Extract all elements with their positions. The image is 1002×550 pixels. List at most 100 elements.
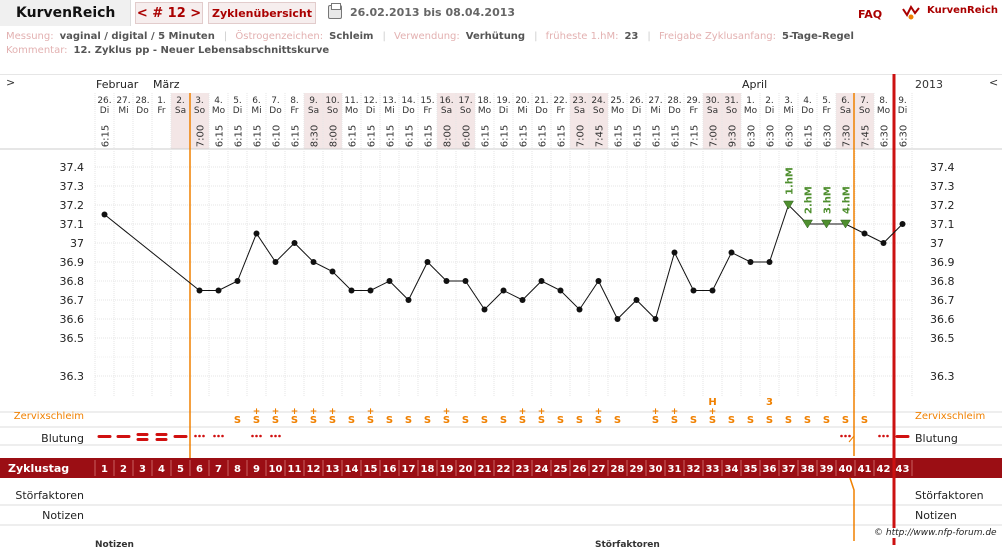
weekday: Mi [517,106,527,116]
weekday: Di [233,106,242,116]
weekday: Di [100,106,109,116]
cervix-mucus-mark: S [386,415,393,426]
y-tick-right: 37.2 [930,199,955,212]
temperature-point [253,230,260,237]
cycle-overview-tab[interactable]: Zyklenübersicht [208,2,316,24]
day-number: 27. [648,96,662,106]
spotting-mark [213,434,216,438]
cervix-plus-mark: + [310,407,318,417]
y-tick-right: 36.6 [930,313,955,326]
temperature-point [861,230,868,237]
weekday: Mo [611,106,625,116]
cervix-mucus-mark: S [614,415,621,426]
info-value: vaginal / digital / 5 Minuten [59,31,215,42]
y-tick-right: 36.3 [930,370,955,383]
measure-time: 6:15 [348,125,359,147]
logo-text[interactable]: KurvenReich [927,5,999,16]
cycle-day-number: 7 [215,464,222,475]
day-number: 30. [705,96,719,106]
info-value: Schleim [329,31,374,42]
cervix-mucus-mark: S [519,415,526,426]
spotting-mark [270,434,273,438]
measure-time: 6:15 [386,125,397,147]
cycle-day-number: 28 [611,464,625,475]
weekend-shade [437,93,456,149]
bleeding-mark [173,435,188,438]
day-number: 3. [784,96,793,106]
row-label-bleeding: Blutung [41,432,84,445]
y-tick-left: 36.3 [60,370,85,383]
temperature-point [595,278,602,284]
comment-row: Kommentar: 12. Zyklus pp - Neuer Lebensab… [6,45,333,56]
temperature-point [614,316,621,322]
y-tick-left: 37.1 [60,218,85,231]
temperature-point [557,287,564,294]
measure-time: 6:15 [633,125,644,147]
cervix-mucus-mark: S [557,415,564,426]
day-number: 7. [860,96,869,106]
temperature-point [899,221,906,227]
weekend-shade [190,93,209,149]
weekday: So [859,106,871,116]
notes-title: Notizen [95,540,134,550]
info-label: Messung: [6,31,54,42]
row-label-disturbance-right: Störfaktoren [915,489,984,502]
spotting-mark [259,434,262,438]
cycle-number-nav[interactable]: < # 12 > [135,2,203,24]
weekend-shade [570,93,589,149]
cycle-day-number: 23 [516,464,530,475]
cycle-day-number: 4 [158,464,165,475]
app-name[interactable]: KurvenReich [0,0,131,26]
cervix-mucus-mark: S [595,415,602,426]
weekday: So [327,106,339,116]
scroll-right-arrow[interactable]: < [989,76,998,89]
measure-time: 6:15 [424,125,435,147]
day-number: 29. [686,96,700,106]
day-number: 2. [765,96,774,106]
spotting-mark [844,434,847,438]
measure-time: 7:15 [690,125,701,147]
row-label-cervix-right: Zervixschleim [915,411,985,422]
day-number: 27. [116,96,130,106]
temperature-point [367,287,374,294]
row-label-notes-right: Notizen [915,509,957,522]
day-number: 5. [233,96,242,106]
cervix-mucus-mark: S [291,415,298,426]
measure-time: 6:15 [671,125,682,147]
measure-time: 6:00 [462,125,473,147]
faq-link[interactable]: FAQ [858,8,883,21]
cervix-mucus-mark: S [234,415,241,426]
cervix-plus-mark: + [253,407,261,417]
day-number: 2. [176,96,185,106]
spotting-mark [194,434,197,438]
cycle-day-number: 20 [459,464,473,475]
weekend-shade [456,93,475,149]
y-tick-right: 37.3 [930,180,955,193]
weekday: Sa [308,106,319,116]
y-tick-left: 37.4 [60,161,85,174]
weekend-shade [722,93,741,149]
cervix-mucus-mark: S [253,415,260,426]
info-value: 23 [624,31,639,42]
y-tick-left: 36.5 [60,332,85,345]
cycle-day-number: 17 [402,464,416,475]
info-label: Verwendung: [394,31,460,42]
high-measure-marker [802,219,813,229]
scroll-left-arrow[interactable]: > [6,76,15,89]
cycle-day-number: 24 [535,464,549,475]
weekday: Di [765,106,774,116]
temperature-point [386,278,393,284]
cervix-mucus-mark: S [747,415,754,426]
logo-icon [902,5,920,20]
y-tick-left: 36.8 [60,275,85,288]
day-number: 3. [195,96,204,106]
high-measure-marker [783,200,794,210]
weekend-shade [589,93,608,149]
print-icon[interactable] [328,3,342,19]
measure-time: 6:15 [500,125,511,147]
day-number: 15. [420,96,434,106]
weekday: So [460,106,472,116]
temperature-point [443,278,450,284]
cervix-mucus-mark: S [443,415,450,426]
cervix-mucus-mark: S [709,415,716,426]
